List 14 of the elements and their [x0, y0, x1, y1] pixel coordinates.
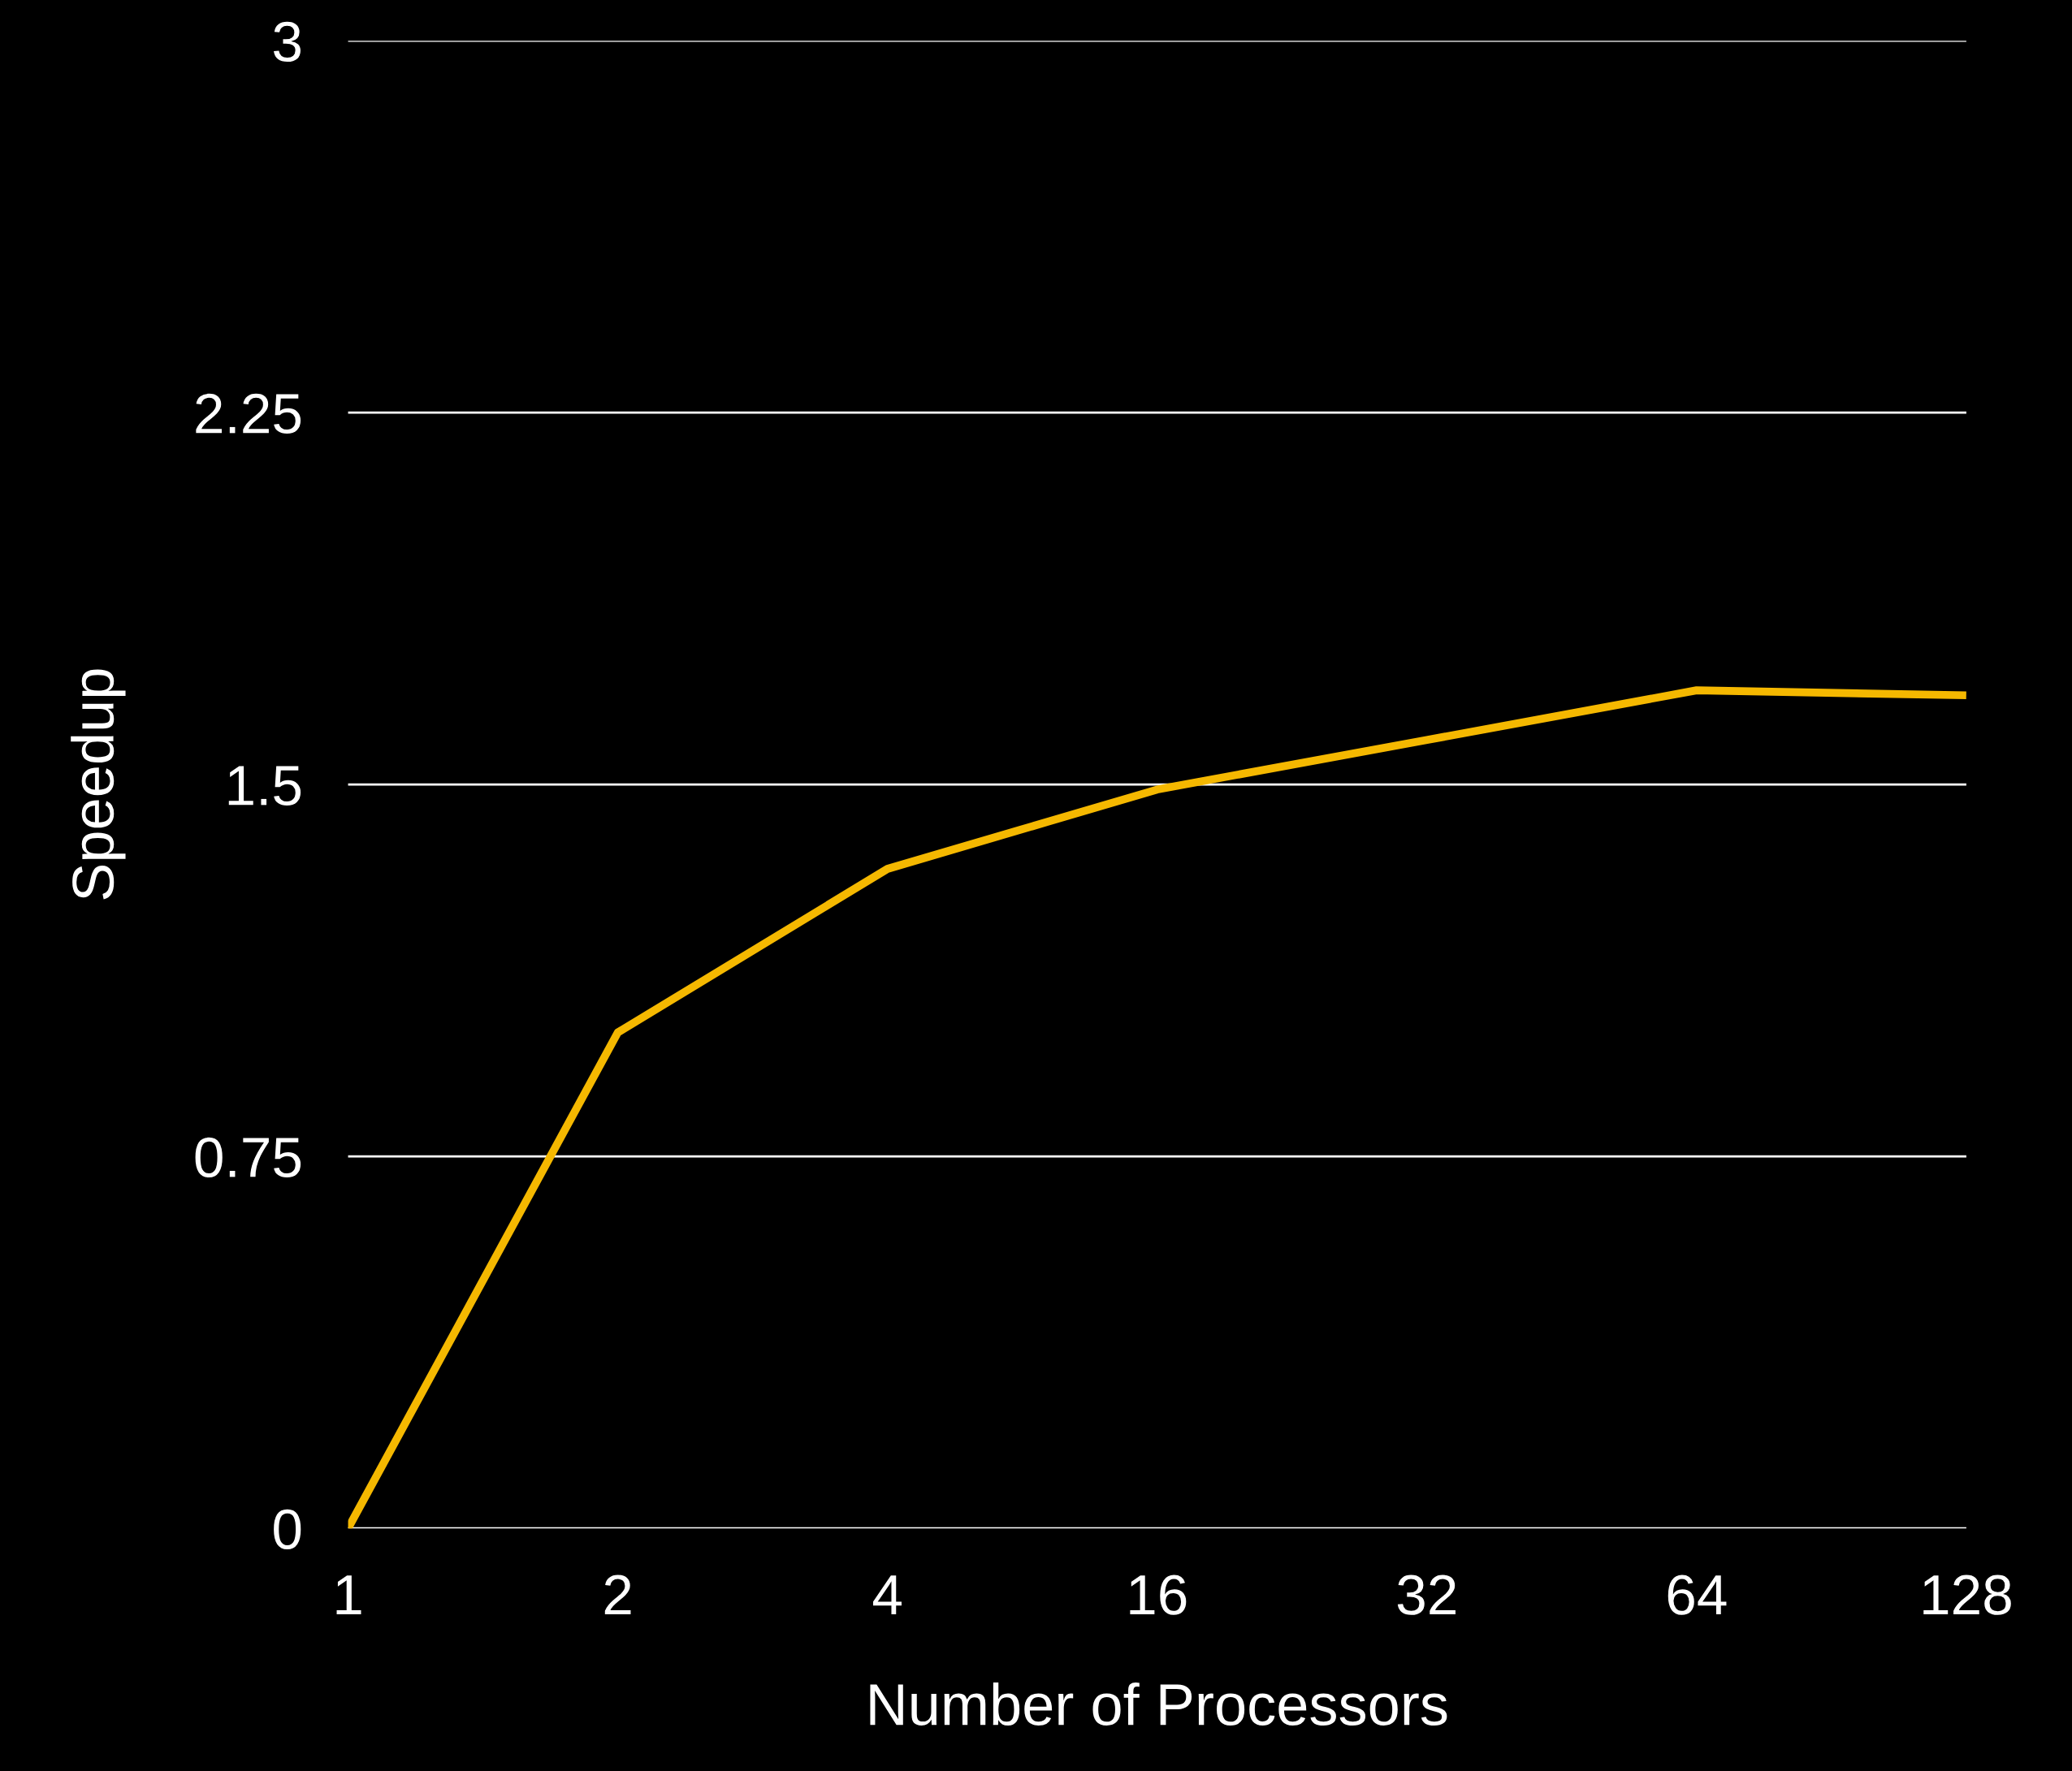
- y-tick-label: 3: [274, 21, 301, 63]
- x-tick-label: 4: [872, 1575, 902, 1615]
- x-tick-label: 2: [604, 1574, 631, 1615]
- y-tick-label: 1.5: [228, 766, 301, 806]
- x-tick-label: 1: [336, 1575, 361, 1615]
- x-tick-label: 128: [1923, 1574, 2011, 1615]
- y-tick-label: 0: [274, 1509, 301, 1550]
- y-axis-title: Speedup: [71, 669, 126, 900]
- x-tick-label: 32: [1397, 1574, 1456, 1615]
- y-tick-label: 0.75: [195, 1137, 301, 1178]
- x-tick-label: 64: [1668, 1574, 1727, 1615]
- x-axis-title: Number of Processors: [870, 1682, 1447, 1726]
- y-tick-label: 2.25: [196, 393, 301, 434]
- x-tick-label: 16: [1130, 1574, 1187, 1615]
